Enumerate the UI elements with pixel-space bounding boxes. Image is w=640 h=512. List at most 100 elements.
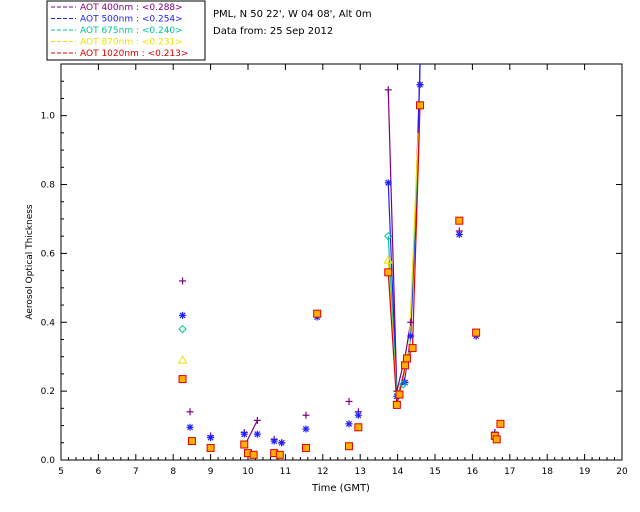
data-point-star (253, 430, 261, 438)
x-tick-label: 12 (317, 467, 328, 477)
y-tick-label: 1.0 (41, 112, 56, 122)
data-point-square (313, 309, 322, 318)
data-point-star (407, 332, 415, 340)
star-d2 (345, 420, 353, 427)
data-point-square (178, 375, 187, 384)
y-axis-label: Aerosol Optical Thickness (25, 204, 35, 320)
y-tick-label: 0.2 (41, 387, 55, 397)
x-tick-label: 11 (280, 467, 291, 477)
data-point-star (302, 425, 310, 433)
data-point-plus (253, 416, 261, 424)
data-point-square (496, 419, 505, 428)
legend-label: AOT 400nm : <0.288> (80, 3, 183, 13)
data-point-square (354, 423, 363, 432)
x-tick-label: 19 (579, 467, 591, 477)
legend-label: AOT 870nm : <0.231> (80, 38, 183, 48)
data-point-star (354, 411, 362, 419)
star-d2 (271, 438, 278, 445)
data-point-plus (407, 318, 415, 326)
data-point-star (416, 81, 424, 89)
data-point-square (344, 442, 353, 451)
data-point-square (401, 361, 410, 370)
x-tick-label: 5 (58, 467, 64, 477)
data-point-diamond (384, 231, 393, 241)
data-point-square (206, 443, 215, 452)
data-point-square (240, 440, 249, 449)
x-tick-label: 9 (208, 467, 214, 477)
star-d2 (417, 81, 424, 88)
data-point-star (278, 439, 286, 447)
x-tick-label: 18 (541, 467, 553, 477)
plot-frame (60, 63, 623, 461)
data-point-plus (302, 411, 310, 419)
x-tick-label: 6 (96, 467, 102, 477)
x-tick-label: 17 (504, 467, 515, 477)
data-point-square (455, 216, 464, 225)
data-point-diamond (178, 324, 187, 334)
data-point-star (345, 420, 353, 428)
data-point-square (416, 101, 425, 110)
data-point-star (384, 179, 392, 187)
y-tick-label: 0.8 (41, 181, 56, 191)
star-d2 (241, 431, 248, 438)
data-point-star (270, 437, 278, 445)
x-tick-label: 15 (429, 467, 440, 477)
star-d2 (179, 312, 186, 319)
star-d2 (407, 333, 414, 340)
x-tick-label: 8 (170, 467, 176, 477)
series-lines (245, 64, 421, 444)
x-tick-label: 13 (354, 467, 365, 477)
x-tick-label: 7 (133, 467, 139, 477)
data-point-square (492, 435, 501, 444)
data-point-square (384, 268, 393, 277)
data-point-square (392, 400, 401, 409)
location-annotation: PML, N 50 22', W 04 08', Alt 0m (213, 9, 372, 20)
data-point-plus (345, 397, 353, 405)
data-point-square (249, 450, 258, 459)
date-annotation: Data from: 25 Sep 2012 (213, 26, 333, 37)
x-tick-label: 20 (616, 467, 628, 477)
star-d2 (456, 231, 463, 238)
data-point-square (301, 443, 310, 452)
data-point-square (408, 344, 417, 353)
data-point-plus (179, 277, 187, 285)
data-point-diamond (399, 380, 408, 389)
data-point-star (240, 430, 248, 438)
data-point-triangle (383, 255, 394, 264)
y-tick-label: 0.4 (41, 318, 56, 328)
legend-label: AOT 500nm : <0.254> (80, 15, 183, 25)
legend: AOT 400nm : <0.288>AOT 500nm : <0.254>AO… (51, 3, 188, 59)
data-point-star (455, 230, 463, 238)
data-point-square (187, 437, 196, 446)
data-point-square (472, 328, 481, 337)
legend-label: AOT 1020nm : <0.213> (80, 49, 188, 59)
data-markers (177, 81, 505, 459)
data-point-square (275, 450, 284, 459)
legend-box (46, 0, 206, 61)
star-d2 (207, 434, 214, 441)
data-point-triangle (177, 355, 188, 364)
star-d2 (187, 424, 194, 431)
star-d2 (385, 179, 392, 186)
x-tick-label: 16 (467, 467, 479, 477)
legend-label: AOT 675nm : <0.240> (80, 26, 183, 36)
x-tick-label: 10 (242, 467, 254, 477)
data-point-star (186, 423, 194, 431)
x-axis-label: Time (GMT) (311, 483, 370, 494)
star-d2 (355, 412, 362, 419)
data-point-plus (384, 86, 392, 94)
axis-ticks: 5 6 7 8 9 10 11 12 13 14 15 16 17 18 19 20 0.0 0.2 0.4 0.6 0… (41, 64, 628, 477)
y-tick-label: 0.0 (41, 456, 56, 466)
y-tick-label: 0.6 (41, 249, 56, 259)
data-point-square (395, 390, 404, 399)
x-tick-label: 14 (392, 467, 404, 477)
data-point-plus (186, 408, 194, 416)
star-d2 (302, 425, 309, 433)
data-point-star (179, 311, 187, 319)
series-line (245, 420, 258, 444)
star-d2 (278, 439, 285, 446)
star-d2 (254, 431, 261, 438)
data-point-star (207, 434, 215, 442)
data-point-square (402, 354, 411, 363)
